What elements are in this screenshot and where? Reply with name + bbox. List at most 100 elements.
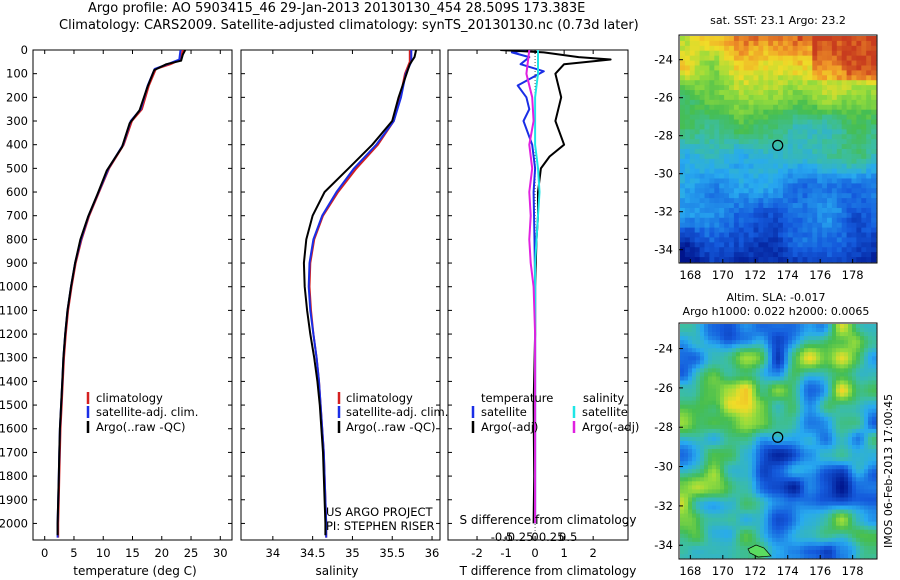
sla-cell [868, 493, 873, 498]
sst-cell [714, 119, 720, 125]
sla-cell [816, 521, 821, 527]
sst-cell [738, 124, 745, 130]
sst-cell [763, 70, 769, 76]
sla-cell [804, 344, 809, 349]
sla-cell [784, 481, 789, 486]
sst-cell [827, 139, 833, 145]
sla-cell [688, 344, 693, 349]
sla-cell [712, 432, 717, 438]
sla-cell [784, 489, 789, 494]
sla-cell [840, 445, 845, 450]
sst-cell [719, 207, 725, 214]
sla-cell [740, 424, 745, 430]
sst-cell [846, 50, 852, 57]
sla-cell [748, 388, 753, 393]
sst-cell [738, 183, 745, 189]
sst-cell [778, 237, 784, 243]
sst-cell [787, 217, 794, 224]
map-x-tick-label: 172 [744, 564, 766, 578]
sst-cell [792, 80, 798, 86]
sla-cell [864, 525, 869, 531]
sla-cell [720, 461, 725, 466]
legend-label-climatology: climatology [346, 391, 413, 405]
sla-cell [712, 364, 717, 369]
sla-cell [868, 517, 873, 523]
sst-cell [719, 65, 725, 71]
sla-cell [764, 348, 769, 353]
sla-cell [692, 388, 697, 393]
sla-cell [740, 376, 745, 381]
sst-cell [738, 129, 745, 135]
sla-cell [824, 408, 829, 414]
sla-cell [772, 505, 777, 510]
sst-cell [856, 163, 862, 170]
sla-cell [724, 380, 729, 385]
sla-cell [816, 497, 821, 502]
sla-cell [844, 352, 849, 357]
sla-cell [724, 441, 729, 446]
sst-cell [724, 45, 730, 52]
sla-cell [804, 436, 809, 442]
sla-cell [752, 521, 757, 527]
sst-cell [689, 217, 696, 224]
sla-cell [680, 481, 685, 486]
sla-cell [716, 400, 721, 406]
sst-cell [856, 114, 862, 120]
sla-cell [772, 432, 777, 438]
sst-cell [719, 104, 725, 111]
sst-cell [802, 153, 808, 160]
sla-cell [852, 344, 857, 349]
sla-cell [732, 408, 737, 414]
sla-cell [772, 420, 777, 426]
sla-cell [828, 340, 833, 345]
sst-cell [778, 70, 784, 76]
sst-cell [846, 55, 852, 61]
sst-cell [851, 75, 857, 81]
sst-cell [753, 178, 759, 184]
sla-cell [784, 328, 789, 333]
sst-cell [827, 99, 833, 106]
sla-cell [796, 340, 801, 345]
sla-cell [760, 332, 765, 337]
sla-cell [784, 388, 789, 393]
sla-cell [800, 517, 805, 523]
sst-cell [851, 217, 857, 224]
sla-cell [796, 445, 801, 450]
sst-cell [831, 99, 838, 106]
sla-cell [732, 376, 737, 381]
sla-cell [828, 348, 833, 353]
sst-cell [787, 188, 794, 194]
sst-cell [763, 153, 769, 160]
sst-cell [778, 183, 784, 189]
sst-cell [871, 90, 877, 96]
sla-cell [724, 404, 729, 410]
sla-cell [696, 384, 701, 389]
sla-cell [780, 336, 785, 341]
sst-cell [733, 222, 740, 229]
sst-cell [851, 153, 857, 160]
sst-cell [768, 134, 774, 140]
sst-cell [709, 257, 715, 263]
sla-cell [688, 436, 693, 442]
sst-cell [812, 163, 818, 170]
sla-cell [752, 344, 757, 349]
sla-cell [776, 400, 781, 406]
sla-cell [792, 416, 797, 422]
sla-cell [732, 352, 737, 357]
sst-cell [802, 70, 808, 76]
sla-cell [692, 392, 697, 398]
sla-cell [788, 545, 793, 551]
sla-cell [780, 364, 785, 369]
sla-cell [808, 469, 813, 474]
sst-cell [812, 104, 818, 111]
sla-cell [784, 416, 789, 422]
sla-cell [712, 553, 717, 559]
sst-cell [733, 85, 740, 91]
sst-cell [743, 183, 749, 189]
sst-cell [831, 163, 838, 170]
sst-cell [871, 257, 877, 263]
x-tick-label: 30 [213, 546, 228, 560]
sst-cell [792, 173, 798, 179]
sla-cell [872, 332, 877, 337]
sla-cell [768, 545, 773, 551]
